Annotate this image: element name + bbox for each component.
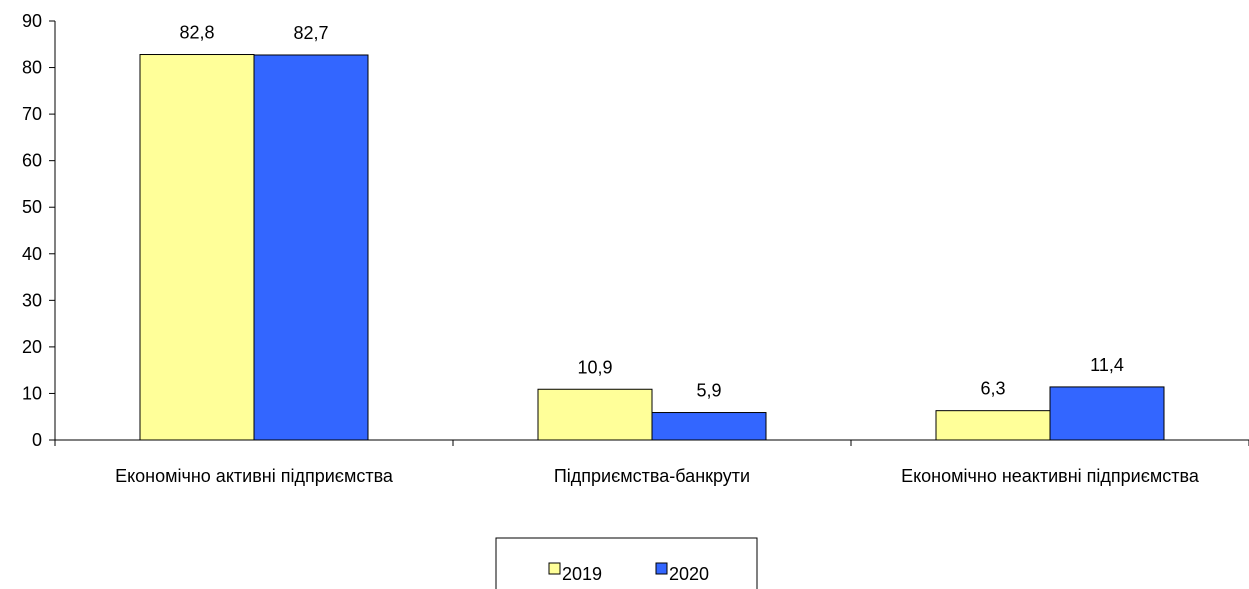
category-label: Підприємства-банкрути xyxy=(554,466,750,486)
data-label: 11,4 xyxy=(1090,355,1124,375)
bar-2020-1 xyxy=(651,412,767,441)
bar-2019-2 xyxy=(935,410,1051,441)
category-label: Економічно неактивні підприємства xyxy=(901,466,1200,486)
legend-label-2019: 2019 xyxy=(562,564,602,584)
bar-2019-1 xyxy=(537,388,653,441)
bars xyxy=(139,54,1165,441)
data-label: 82,7 xyxy=(293,23,328,43)
bar-2020-0 xyxy=(253,54,369,441)
y-tick-label: 30 xyxy=(22,290,42,310)
y-tick-label: 20 xyxy=(22,337,42,357)
y-tick-label: 70 xyxy=(22,104,42,124)
legend-swatch-2020 xyxy=(655,562,668,575)
data-label: 6,3 xyxy=(980,379,1005,399)
bar-2019-0 xyxy=(139,54,255,441)
legend-box xyxy=(495,537,758,589)
data-labels: 82,8 82,7 10,9 5,9 6,3 11,4 xyxy=(179,23,1123,401)
y-tick-label: 60 xyxy=(22,151,42,171)
legend: 2019 2020 xyxy=(495,537,758,589)
y-tick-label: 40 xyxy=(22,244,42,264)
category-label: Економічно активні підприємства xyxy=(115,466,394,486)
legend-swatch-2019 xyxy=(548,562,561,575)
y-tick-label: 80 xyxy=(22,58,42,78)
y-tick-label: 50 xyxy=(22,197,42,217)
data-label: 82,8 xyxy=(179,23,214,43)
x-axis-ticks xyxy=(54,440,1249,446)
y-tick-label: 10 xyxy=(22,383,42,403)
y-tick-label: 90 xyxy=(22,11,42,31)
category-labels: Економічно активні підприємства Підприємс… xyxy=(115,466,1200,486)
legend-label-2020: 2020 xyxy=(669,564,709,584)
data-label: 10,9 xyxy=(577,357,612,377)
y-axis-ticks: 0 10 20 30 40 50 60 70 80 90 xyxy=(22,11,55,450)
y-tick-label: 0 xyxy=(32,430,42,450)
data-label: 5,9 xyxy=(696,381,721,401)
bar-2020-2 xyxy=(1049,386,1165,441)
